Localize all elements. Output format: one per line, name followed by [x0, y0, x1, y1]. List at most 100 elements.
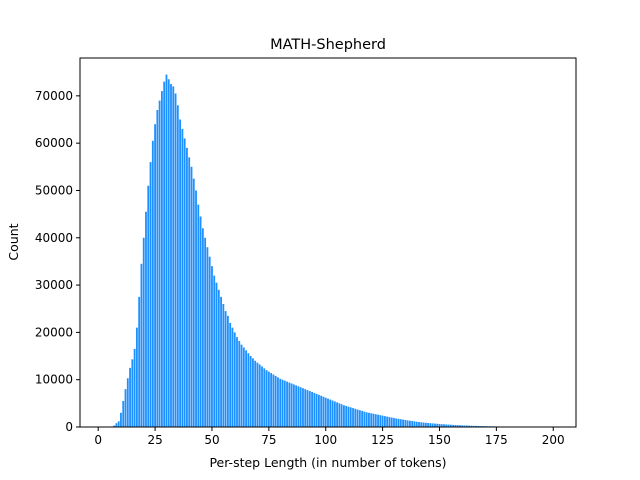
- bar: [179, 119, 182, 427]
- bar: [404, 420, 407, 427]
- bar: [302, 388, 304, 427]
- bar: [151, 140, 154, 428]
- bar: [424, 422, 427, 427]
- bar: [154, 124, 156, 427]
- bar: [438, 423, 441, 427]
- bar: [340, 404, 343, 427]
- bar: [409, 420, 411, 427]
- bar: [256, 362, 259, 427]
- bar: [233, 332, 236, 427]
- y-tick-label: 70000: [35, 89, 73, 103]
- bar: [474, 425, 477, 427]
- bar: [336, 402, 339, 427]
- bar: [338, 403, 341, 427]
- bar: [411, 421, 414, 427]
- bar: [447, 424, 450, 427]
- bar: [204, 237, 207, 427]
- bar: [465, 425, 468, 427]
- x-tick-label: 50: [204, 433, 219, 447]
- bar: [402, 419, 404, 427]
- bar: [215, 282, 218, 427]
- bar: [322, 396, 325, 427]
- bar: [297, 386, 300, 427]
- bar: [415, 421, 418, 427]
- bar: [327, 398, 329, 427]
- bar: [459, 425, 461, 427]
- bar: [308, 391, 311, 427]
- bar: [217, 289, 220, 427]
- bar: [436, 423, 439, 427]
- bar: [445, 424, 448, 427]
- plot-frame: [79, 57, 577, 428]
- bar: [343, 405, 345, 427]
- bar: [397, 418, 400, 427]
- bar: [270, 373, 273, 427]
- bar: [176, 105, 179, 427]
- bar: [452, 424, 455, 427]
- bar: [265, 370, 268, 427]
- x-axis: 0 25 50 75 100 125 150 175 200: [94, 427, 565, 447]
- bar: [324, 397, 327, 427]
- y-tick-label: 10000: [35, 373, 73, 387]
- bar: [138, 296, 141, 427]
- y-tick-label: 60000: [35, 136, 73, 150]
- bar: [304, 389, 307, 427]
- bar: [393, 418, 395, 427]
- bar: [122, 400, 125, 427]
- bar: [333, 401, 336, 427]
- bar: [379, 415, 382, 427]
- bar: [272, 374, 275, 427]
- x-tick-label: 200: [542, 433, 565, 447]
- bar: [145, 211, 147, 427]
- bar: [461, 425, 464, 427]
- bar: [129, 367, 131, 427]
- bar: [313, 392, 316, 427]
- x-tick-label: 75: [261, 433, 276, 447]
- y-tick-label: 40000: [35, 231, 73, 245]
- bar: [320, 395, 323, 427]
- bar: [431, 423, 434, 427]
- x-tick-label: 100: [314, 433, 337, 447]
- bar: [167, 79, 170, 427]
- bar: [245, 350, 247, 427]
- bar: [472, 425, 475, 427]
- bar: [381, 415, 384, 427]
- bar: [470, 425, 473, 427]
- bar: [463, 425, 466, 427]
- bar: [258, 364, 261, 427]
- y-axis: 0 10000 20000 30000 40000 50000 60000 70000: [35, 89, 80, 434]
- bar: [418, 422, 420, 427]
- bar: [247, 353, 250, 427]
- bar: [224, 311, 227, 427]
- bar: [368, 412, 370, 427]
- bar: [406, 420, 409, 427]
- bar: [222, 304, 225, 427]
- bar: [299, 387, 302, 427]
- bar: [126, 378, 129, 427]
- bar: [229, 322, 232, 427]
- bar: [347, 406, 350, 427]
- bar: [254, 360, 257, 427]
- bar: [220, 296, 222, 427]
- bar: [186, 147, 188, 427]
- bar: [201, 228, 204, 427]
- bar: [252, 358, 254, 427]
- bar: [156, 110, 159, 427]
- bar: [195, 190, 197, 427]
- y-tick-label: 30000: [35, 278, 73, 292]
- bar: [295, 385, 298, 427]
- bar: [240, 344, 243, 427]
- bar: [288, 382, 291, 427]
- bar: [281, 379, 284, 427]
- bar: [440, 424, 443, 427]
- bar: [131, 359, 134, 427]
- bar: [192, 178, 195, 427]
- bar: [165, 74, 168, 427]
- bar: [117, 421, 120, 427]
- bar: [149, 162, 152, 427]
- bar: [274, 375, 277, 427]
- bar: [477, 425, 480, 427]
- bar: [383, 416, 386, 427]
- bar: [188, 157, 191, 427]
